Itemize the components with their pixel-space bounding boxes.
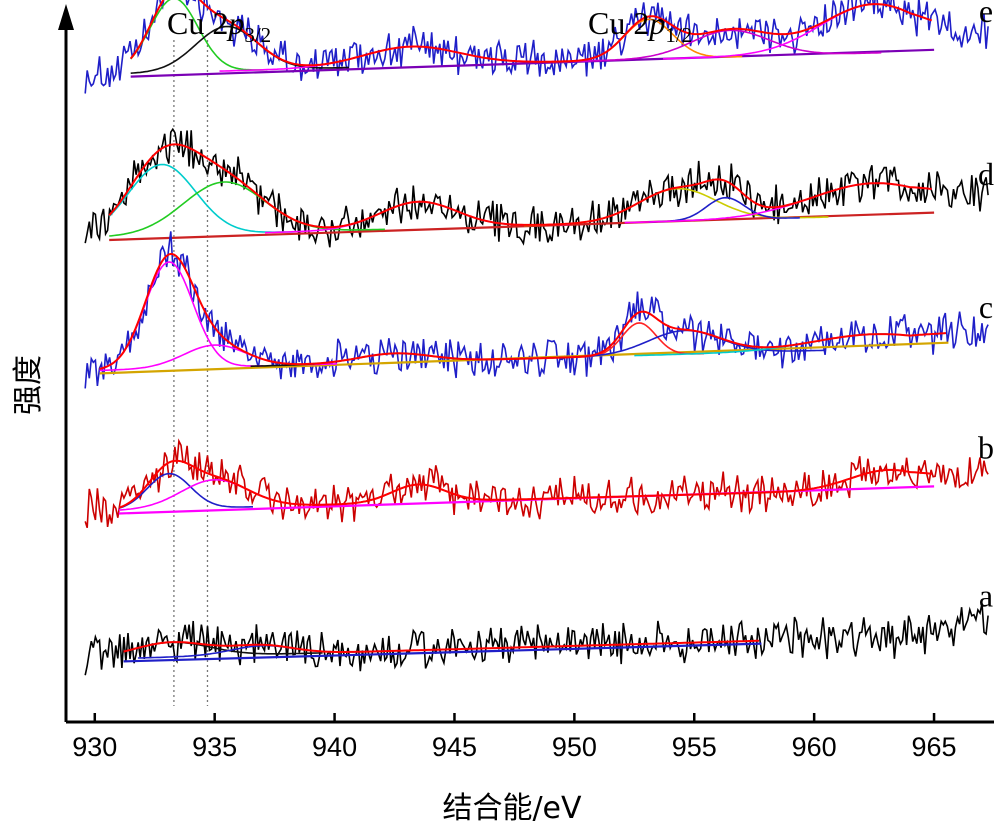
fit-envelope-c xyxy=(99,252,947,370)
raw-spectrum-c xyxy=(84,231,989,389)
curve-label-c: c xyxy=(979,289,993,325)
raw-spectrum-a xyxy=(84,603,989,676)
x-tick-label-940: 940 xyxy=(312,732,357,762)
y-axis-arrow xyxy=(58,4,74,30)
fit-component-d-1 xyxy=(108,163,294,233)
fit-component-e-1 xyxy=(130,0,268,71)
curve-label-b: b xyxy=(978,430,994,466)
plot-area: e d c b a xyxy=(84,0,994,706)
x-axis-title: 结合能/eV xyxy=(442,791,582,826)
x-tick-label-950: 950 xyxy=(552,732,597,762)
fit-envelope-b xyxy=(118,459,932,509)
x-tick-label-945: 945 xyxy=(432,732,477,762)
background-line-a xyxy=(123,642,762,663)
x-tick-label-935: 935 xyxy=(192,732,237,762)
peak-label-cu2p12: Cu 2p1/2 xyxy=(588,5,692,47)
curve-label-e: e xyxy=(979,0,993,29)
fit-component-e-5 xyxy=(576,29,882,62)
series-d: d xyxy=(84,127,994,248)
curve-label-a: a xyxy=(979,578,993,614)
axes: 930 935 940 945 950 955 960 965 xyxy=(58,4,994,762)
series-e: e xyxy=(84,0,993,94)
series-a: a xyxy=(84,578,993,676)
series-b: b xyxy=(84,430,994,529)
fit-envelope-a xyxy=(123,639,759,653)
x-tick-label-965: 965 xyxy=(912,732,957,762)
series-c: c xyxy=(84,231,993,389)
raw-spectrum-b xyxy=(84,438,989,529)
x-tick-label-930: 930 xyxy=(72,732,117,762)
curve-label-d: d xyxy=(978,156,994,192)
raw-spectrum-d xyxy=(84,127,989,248)
fit-component-b-1 xyxy=(118,472,253,509)
peak-label-cu2p32: Cu 2p3/2 xyxy=(167,5,271,47)
background-line-e xyxy=(130,48,935,78)
y-axis-title: 强度 xyxy=(11,355,46,415)
raw-spectrum-e xyxy=(84,0,989,94)
fit-component-d-2 xyxy=(109,181,385,237)
fit-envelope-e xyxy=(129,0,933,67)
fit-envelope-d xyxy=(108,143,932,229)
x-tick-label-955: 955 xyxy=(672,732,717,762)
fit-component-e-2 xyxy=(130,25,350,74)
x-tick-label-960: 960 xyxy=(792,732,837,762)
